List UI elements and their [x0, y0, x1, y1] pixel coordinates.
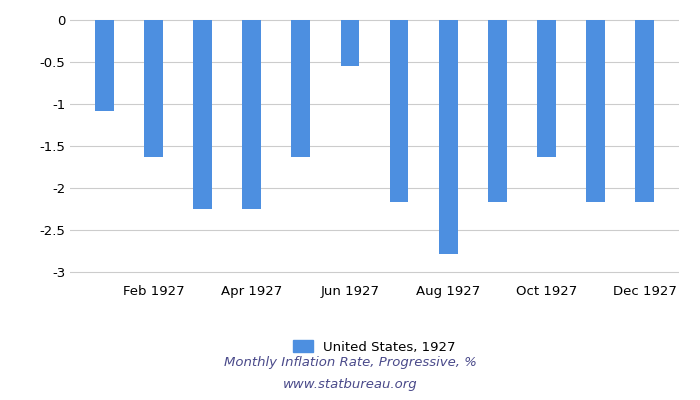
- Text: Monthly Inflation Rate, Progressive, %: Monthly Inflation Rate, Progressive, %: [223, 356, 477, 369]
- Bar: [537, 20, 556, 157]
- Bar: [193, 20, 212, 209]
- Bar: [636, 20, 654, 202]
- Bar: [341, 20, 359, 66]
- Bar: [390, 20, 408, 202]
- Bar: [95, 20, 113, 111]
- Bar: [291, 20, 310, 157]
- Bar: [439, 20, 458, 254]
- Bar: [242, 20, 261, 209]
- Legend: United States, 1927: United States, 1927: [288, 335, 461, 359]
- Bar: [586, 20, 605, 202]
- Bar: [488, 20, 507, 202]
- Text: www.statbureau.org: www.statbureau.org: [283, 378, 417, 391]
- Bar: [144, 20, 163, 157]
